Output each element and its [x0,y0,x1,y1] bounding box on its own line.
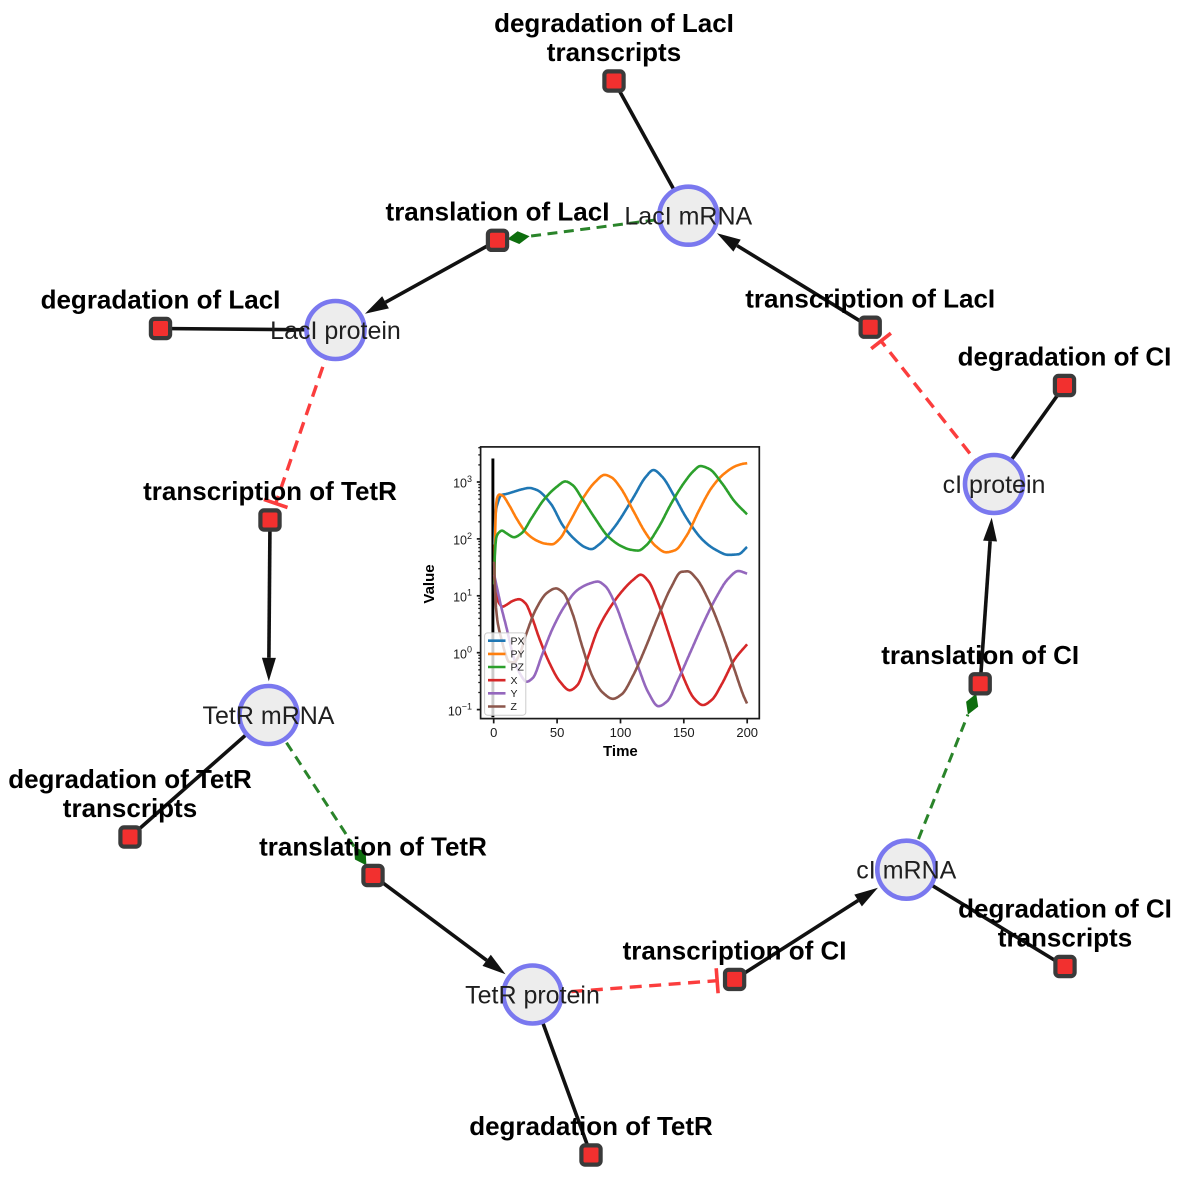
svg-text:degradation of CI: degradation of CI [958,894,1172,924]
svg-text:PY: PY [511,649,525,661]
svg-text:degradation of LacI: degradation of LacI [41,285,281,315]
svg-text:Value: Value [421,564,438,603]
svg-text:150: 150 [673,725,695,740]
svg-text:Y: Y [511,688,518,700]
svg-text:degradation of TetR: degradation of TetR [8,764,252,794]
svg-text:degradation of TetR: degradation of TetR [469,1111,713,1141]
svg-text:degradation of LacI: degradation of LacI [494,8,734,38]
svg-text:translation of CI: translation of CI [881,640,1079,670]
svg-text:cI protein: cI protein [943,471,1046,499]
svg-text:0: 0 [490,725,497,740]
svg-text:transcripts: transcripts [998,923,1132,953]
svg-text:translation of LacI: translation of LacI [386,197,610,227]
svg-text:PX: PX [511,635,525,647]
svg-text:cI mRNA: cI mRNA [856,857,956,885]
svg-text:transcripts: transcripts [547,37,681,67]
svg-text:LacI mRNA: LacI mRNA [624,203,752,231]
svg-text:100: 100 [610,725,632,740]
svg-text:TetR protein: TetR protein [465,982,600,1010]
svg-text:LacI protein: LacI protein [270,317,401,345]
svg-text:200: 200 [736,725,758,740]
svg-text:PZ: PZ [511,662,525,674]
svg-text:TetR mRNA: TetR mRNA [203,702,335,730]
svg-text:transcription of LacI: transcription of LacI [745,283,995,313]
svg-text:transcription of TetR: transcription of TetR [143,476,397,506]
svg-text:Time: Time [603,743,638,760]
svg-text:transcription of CI: transcription of CI [623,936,847,966]
svg-text:degradation of CI: degradation of CI [958,342,1172,372]
svg-text:Z: Z [511,701,518,713]
svg-text:transcripts: transcripts [63,793,197,823]
svg-text:translation of TetR: translation of TetR [259,832,487,862]
svg-text:50: 50 [550,725,564,740]
svg-text:X: X [511,675,518,687]
